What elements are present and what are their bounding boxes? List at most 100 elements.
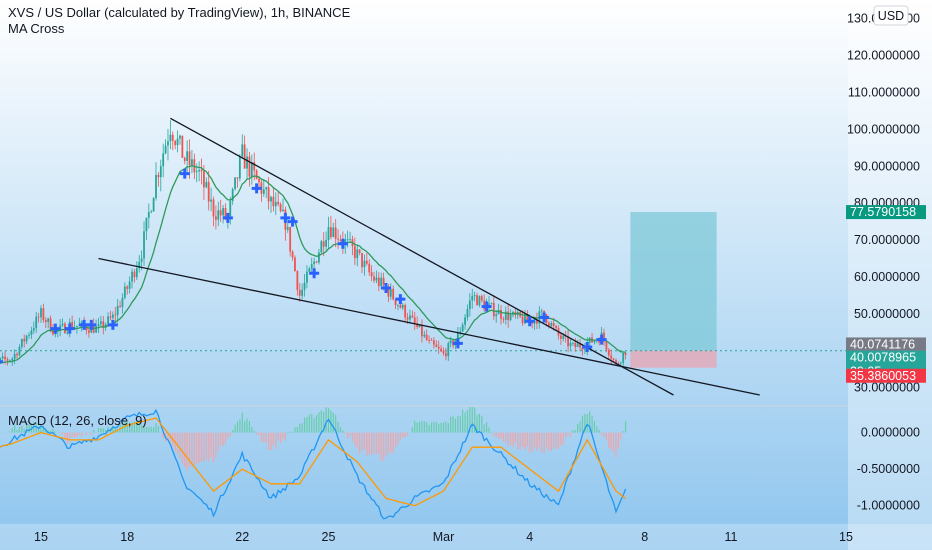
candle-body (468, 300, 471, 309)
currency-button[interactable]: USD (873, 5, 909, 26)
trendlines[interactable] (98, 117, 760, 396)
macd-hist-bar (320, 410, 322, 433)
macd-hist-bar (565, 432, 567, 438)
ma-cross-marker (452, 338, 463, 349)
candle-body (411, 315, 414, 318)
macd-hist-bar (589, 411, 591, 433)
macd-hist-bar (179, 432, 181, 459)
candle-body (421, 325, 423, 337)
candle-body (217, 210, 220, 220)
macd-hist-bar (184, 432, 186, 467)
price-tick-label: 50.0000000 (854, 307, 920, 321)
candle-body (138, 261, 141, 269)
macd-hist-bar (133, 421, 136, 433)
candle-body (456, 332, 459, 340)
target-price-badge-label: 77.5790158 (850, 205, 916, 219)
candle-body (128, 281, 131, 289)
candle-body (267, 187, 270, 202)
time-tick-label: 15 (34, 530, 48, 544)
macd-histogram (0, 407, 627, 471)
macd-hist-bar (196, 432, 198, 464)
macd-tick-label: -0.5000000 (857, 462, 920, 476)
candle-body (253, 162, 256, 171)
macd-hist-bar (548, 432, 550, 451)
candle-body (428, 339, 431, 341)
macd-hist-bar (615, 432, 617, 458)
macd-hist-bar (153, 427, 155, 433)
macd-hist-bar (385, 432, 387, 457)
macd-hist-bar (521, 432, 524, 447)
candle-body (262, 189, 265, 194)
time-axis[interactable]: 15 18 22 25 Mar 4 8 11 15 (34, 530, 853, 544)
candle-body (353, 246, 356, 259)
macd-hist-bar (167, 432, 169, 441)
candle-body (476, 295, 478, 306)
macd-hist-bar (502, 432, 504, 442)
macd-axis[interactable]: 0.0000000 -0.5000000 -1.0000000 (857, 426, 920, 513)
macd-line (0, 408, 627, 520)
candle-body (296, 271, 299, 290)
macd-hist-bar (303, 417, 306, 433)
macd-hist-bar (301, 422, 303, 433)
candle-body (210, 199, 213, 202)
macd-hist-bar (490, 431, 493, 433)
macd-hist-bar (76, 432, 78, 437)
candle-body (471, 295, 474, 301)
macd-hist-bar (514, 432, 516, 443)
time-axis-background (0, 524, 932, 550)
macd-hist-bar (306, 417, 308, 433)
macd-hist-bar (603, 432, 605, 438)
macd-hist-bar (438, 423, 440, 433)
macd-hist-bar (181, 432, 183, 464)
macd-hist-bar (550, 432, 552, 452)
macd-hist-bar (450, 416, 452, 433)
candle-body (435, 344, 438, 347)
macd-tick-label: -1.0000000 (857, 499, 920, 513)
candle-body (274, 201, 277, 207)
macd-hist-bar (277, 432, 279, 441)
candle-body (404, 305, 407, 318)
macd-hist-bar (21, 425, 23, 433)
candle-body (0, 358, 2, 361)
macd-hist-bar (567, 432, 569, 436)
macd-hist-bar (421, 420, 423, 433)
candle-body (162, 153, 165, 167)
long-position-tool[interactable] (630, 212, 717, 368)
candle-body (4, 356, 6, 360)
macd-hist-bar (263, 432, 265, 443)
candle-body (612, 358, 615, 360)
macd-hist-bar (239, 419, 241, 433)
macd-hist-bar (205, 432, 207, 460)
macd-hist-bar (366, 432, 368, 456)
macd-hist-bar (299, 423, 301, 433)
macd-hist-bar (464, 412, 466, 433)
macd-hist-bar (426, 422, 428, 433)
macd-hist-bar (383, 432, 385, 461)
candle-body (397, 305, 399, 306)
macd-hist-bar (308, 414, 310, 433)
macd-hist-bar (258, 432, 260, 435)
macd-hist-bar (560, 432, 562, 446)
candle-body (32, 328, 35, 331)
candle-body (392, 288, 395, 300)
macd-hist-bar (169, 432, 171, 443)
macd-hist-bar (160, 432, 162, 434)
macd-hist-bar (428, 425, 430, 433)
candle-body (399, 305, 402, 308)
price-tick-label: 30.0000000 (854, 381, 920, 395)
macd-hist-bar (337, 421, 339, 433)
macd-hist-bar (373, 432, 375, 454)
macd-hist-bar (93, 429, 95, 433)
candle-body (212, 199, 215, 217)
candle-body (603, 332, 605, 342)
time-tick-label: Mar (433, 530, 455, 544)
candle-body (71, 321, 74, 329)
candle-body (164, 145, 167, 154)
macd-hist-bar (222, 432, 224, 447)
candle-body (114, 314, 117, 316)
candle-body (492, 302, 495, 317)
candle-body (44, 320, 47, 323)
candle-body (16, 353, 18, 356)
candle-body (80, 321, 83, 325)
ma-cross-marker (0, 360, 3, 364)
